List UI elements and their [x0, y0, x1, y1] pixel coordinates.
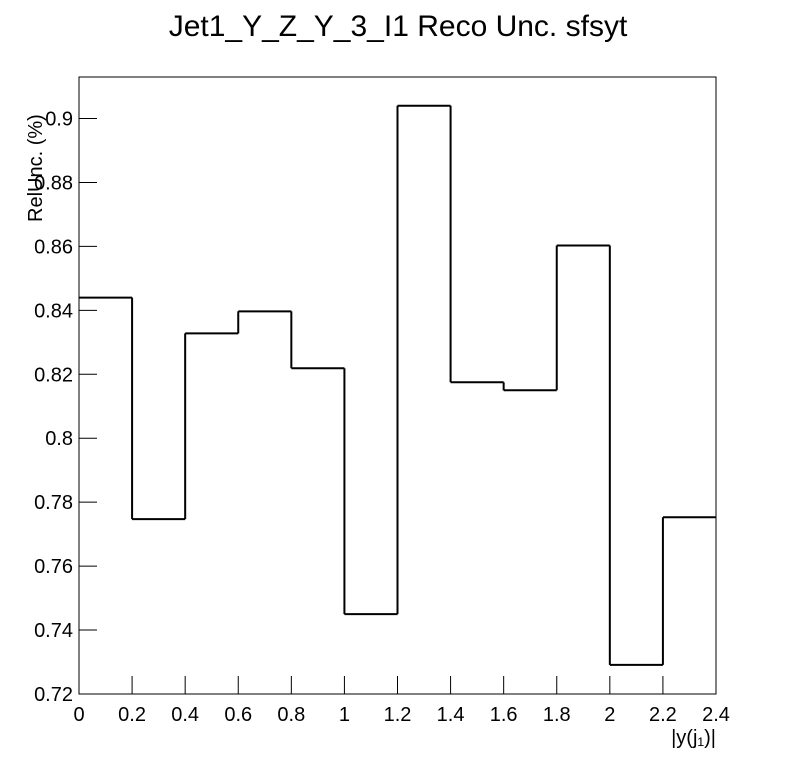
x-tick-label: 1.4 — [437, 704, 465, 726]
x-tick-label: 0.8 — [277, 704, 305, 726]
y-tick-label: 0.86 — [34, 236, 73, 258]
x-tick-label: 2 — [604, 704, 615, 726]
y-axis-label: RelUnc. (%) — [25, 114, 47, 222]
x-axis-label: |y(j₁)| — [671, 727, 716, 749]
x-tick-label: 1.6 — [490, 704, 518, 726]
x-tick-label: 1.2 — [384, 704, 412, 726]
x-tick-label: 0 — [73, 704, 84, 726]
y-tick-label: 0.88 — [34, 172, 73, 194]
x-tick-label: 0.6 — [224, 704, 252, 726]
y-tick-label: 0.82 — [34, 364, 73, 386]
x-tick-label: 1 — [339, 704, 350, 726]
x-tick-label: 0.4 — [171, 704, 199, 726]
chart-title: Jet1_Y_Z_Y_3_I1 Reco Unc. sfsyt — [169, 10, 628, 43]
y-tick-label: 0.76 — [34, 556, 73, 578]
y-tick-label: 0.84 — [34, 300, 73, 322]
x-tick-label: 2.4 — [702, 704, 730, 726]
y-tick-label: 0.72 — [34, 684, 73, 706]
y-tick-label: 0.74 — [34, 620, 73, 642]
y-tick-label: 0.78 — [34, 492, 73, 514]
y-tick-label: 0.8 — [45, 428, 73, 450]
x-tick-label: 0.2 — [118, 704, 146, 726]
x-tick-label: 2.2 — [649, 704, 677, 726]
x-tick-label: 1.8 — [543, 704, 571, 726]
y-tick-label: 0.9 — [45, 109, 73, 131]
